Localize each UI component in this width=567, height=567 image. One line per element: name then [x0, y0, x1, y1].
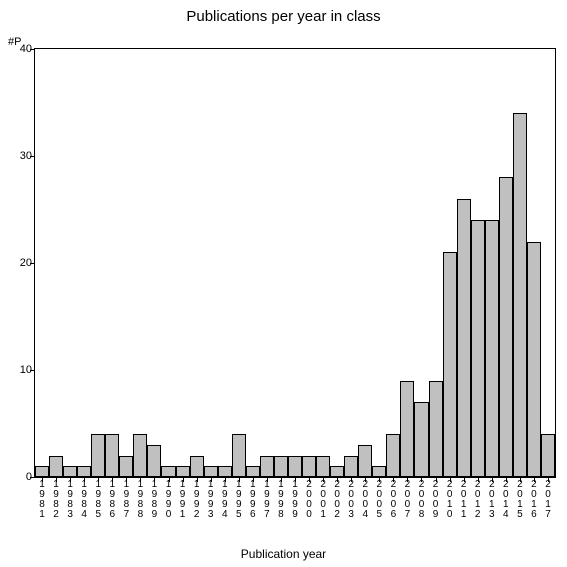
- x-tick-label: 2012: [473, 480, 483, 520]
- x-tick-label: 2010: [445, 480, 455, 520]
- bar: [176, 466, 190, 477]
- bar: [386, 434, 400, 477]
- x-tick-label: 1993: [206, 480, 216, 520]
- y-tick-label: 10: [10, 364, 32, 376]
- bar: [133, 434, 147, 477]
- bar: [218, 466, 232, 477]
- x-tick-label: 1990: [164, 480, 174, 520]
- bar: [499, 177, 513, 477]
- x-tick-label: 2011: [459, 480, 469, 520]
- bar: [316, 456, 330, 477]
- bar: [485, 220, 499, 477]
- x-tick-label: 1999: [290, 480, 300, 520]
- bar: [147, 445, 161, 477]
- bar: [457, 199, 471, 477]
- bar: [330, 466, 344, 477]
- y-tick-mark: [30, 370, 34, 371]
- bar: [246, 466, 260, 477]
- bar: [414, 402, 428, 477]
- bar: [161, 466, 175, 477]
- x-tick-label: 1987: [121, 480, 131, 520]
- x-axis-label: Publication year: [0, 547, 567, 561]
- y-tick-label: 0: [10, 471, 32, 483]
- bar: [260, 456, 274, 477]
- x-tick-label: 2002: [332, 480, 342, 520]
- x-tick-label: 2017: [543, 480, 553, 520]
- bar: [105, 434, 119, 477]
- bars-group: [35, 49, 555, 477]
- x-tick-label: 1995: [234, 480, 244, 520]
- x-tick-label: 2001: [318, 480, 328, 520]
- x-tick-label: 2014: [501, 480, 511, 520]
- x-tick-label: 2005: [374, 480, 384, 520]
- bar: [63, 466, 77, 477]
- y-tick-mark: [30, 263, 34, 264]
- x-tick-label: 2006: [388, 480, 398, 520]
- x-tick-label: 1986: [107, 480, 117, 520]
- bar: [527, 242, 541, 477]
- chart-title: Publications per year in class: [0, 8, 567, 25]
- y-tick-mark: [30, 477, 34, 478]
- plot-area: [34, 48, 556, 478]
- bar: [372, 466, 386, 477]
- bar: [119, 456, 133, 477]
- bar: [344, 456, 358, 477]
- x-tick-label: 2007: [402, 480, 412, 520]
- x-tick-label: 1988: [135, 480, 145, 520]
- y-tick-mark: [30, 49, 34, 50]
- x-tick-label: 1984: [79, 480, 89, 520]
- bar: [274, 456, 288, 477]
- x-tick-label: 2016: [529, 480, 539, 520]
- x-tick-label: 1981: [37, 480, 47, 520]
- bar: [77, 466, 91, 477]
- x-tick-label: 2000: [304, 480, 314, 520]
- y-tick-label: 20: [10, 257, 32, 269]
- chart-container: Publications per year in class #P 010203…: [0, 0, 567, 567]
- bar: [288, 456, 302, 477]
- bar: [49, 456, 63, 477]
- bar: [302, 456, 316, 477]
- x-tick-label: 1994: [220, 480, 230, 520]
- bar: [232, 434, 246, 477]
- bar: [471, 220, 485, 477]
- x-tick-label: 2008: [416, 480, 426, 520]
- bar: [91, 434, 105, 477]
- x-tick-label: 1989: [149, 480, 159, 520]
- x-tick-label: 1996: [248, 480, 258, 520]
- x-tick-label: 2015: [515, 480, 525, 520]
- y-tick-label: 30: [10, 150, 32, 162]
- bar: [513, 113, 527, 477]
- x-tick-label: 1992: [192, 480, 202, 520]
- bar: [400, 381, 414, 477]
- y-tick-mark: [30, 156, 34, 157]
- x-tick-label: 2013: [487, 480, 497, 520]
- x-tick-label: 1982: [51, 480, 61, 520]
- bar: [429, 381, 443, 477]
- bar: [204, 466, 218, 477]
- x-tick-label: 1983: [65, 480, 75, 520]
- y-tick-label: 40: [10, 43, 32, 55]
- x-tick-label: 2003: [346, 480, 356, 520]
- x-tick-label: 1985: [93, 480, 103, 520]
- bar: [35, 466, 49, 477]
- x-tick-label: 2004: [360, 480, 370, 520]
- x-tick-label: 1997: [262, 480, 272, 520]
- bar: [358, 445, 372, 477]
- bar: [190, 456, 204, 477]
- x-tick-label: 1998: [276, 480, 286, 520]
- bar: [541, 434, 555, 477]
- x-tick-label: 2009: [431, 480, 441, 520]
- bar: [443, 252, 457, 477]
- x-tick-label: 1991: [178, 480, 188, 520]
